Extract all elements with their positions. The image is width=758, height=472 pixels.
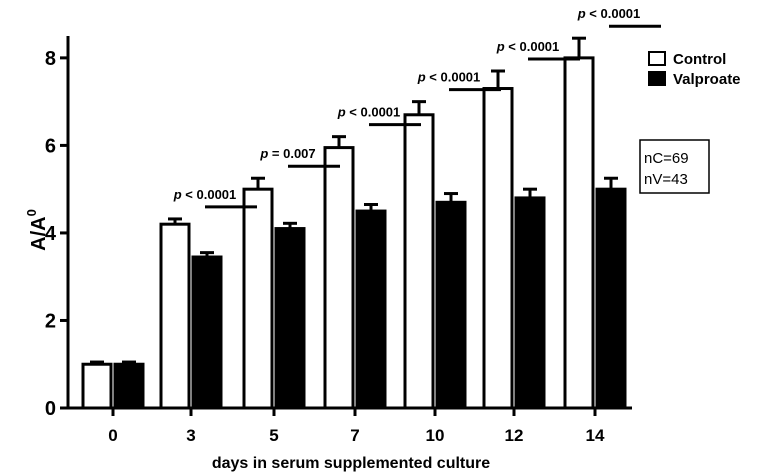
- x-tick-label: 12: [505, 426, 524, 445]
- p-value-symbol: p: [173, 187, 182, 202]
- y-tick-label: 0: [45, 398, 56, 420]
- x-tick-label: 7: [350, 426, 359, 445]
- x-tick-label: 10: [426, 426, 445, 445]
- bar-valproate-0: [113, 362, 145, 410]
- legend-label-control: Control: [673, 51, 726, 68]
- bar-control-7: [323, 146, 355, 410]
- p-value-symbol: p: [337, 105, 346, 120]
- sample-size-box: nC=69 nV=43: [639, 139, 710, 194]
- p-value-text: < 0.0001: [505, 39, 560, 54]
- p-value-symbol: p: [496, 39, 505, 54]
- x-tick-label: 0: [108, 426, 117, 445]
- p-value-label: p < 0.0001: [496, 39, 560, 54]
- p-value-label: p < 0.0001: [173, 187, 237, 202]
- bar-control-3: [159, 222, 191, 410]
- p-value-text: = 0.007: [268, 146, 315, 161]
- bar-control-12: [482, 87, 514, 410]
- x-tick-label: 5: [269, 426, 278, 445]
- y-axis-title-main: A/A: [28, 216, 50, 250]
- bar-control-14: [563, 56, 595, 410]
- x-ticks: 0 3 5 7 10 12 14: [108, 408, 605, 445]
- p-value-symbol: p: [577, 6, 586, 21]
- p-value-text: < 0.0001: [346, 105, 401, 120]
- p-value-symbol: p: [417, 70, 426, 85]
- bar-valproate-7: [355, 209, 387, 410]
- bar-valproate-12: [514, 196, 546, 410]
- axes: [66, 36, 632, 410]
- y-ticks: 0 2 4 6 8: [45, 48, 68, 420]
- legend-swatch-control: [648, 51, 666, 66]
- y-tick-label: 2: [45, 310, 56, 332]
- bar-valproate-5: [274, 227, 306, 410]
- x-axis-title: days in serum supplemented culture: [212, 455, 490, 472]
- legend-swatch-valproate: [648, 71, 666, 86]
- y-tick-label: 8: [45, 48, 56, 70]
- legend-label-valproate: Valproate: [673, 71, 741, 88]
- bar-valproate-3: [191, 255, 223, 410]
- p-value-symbol: p: [259, 146, 268, 161]
- y-tick-label: 6: [45, 135, 56, 157]
- error-bars: [90, 36, 618, 365]
- p-value-text: < 0.0001: [426, 70, 481, 85]
- bar-control-0: [81, 362, 113, 410]
- y-axis-title-superscript: 0: [24, 209, 39, 216]
- sample-size-control: nC=69: [644, 150, 689, 167]
- p-value-label: p < 0.0001: [337, 105, 401, 120]
- bar-control-5: [242, 187, 274, 410]
- y-axis-title: A/A0: [24, 209, 50, 251]
- sample-size-frame: [639, 139, 710, 194]
- y-tick-label: 4: [45, 223, 57, 245]
- p-value-label: p < 0.0001: [417, 70, 481, 85]
- p-value-text: < 0.0001: [182, 187, 237, 202]
- x-tick-label: 14: [586, 426, 605, 445]
- p-value-label: p < 0.0001: [577, 6, 641, 21]
- x-tick-label: 3: [186, 426, 195, 445]
- p-value-text: < 0.0001: [586, 6, 641, 21]
- sample-size-valproate: nV=43: [644, 171, 688, 188]
- legend: Control Valproate: [648, 51, 741, 88]
- bar-control-10: [403, 113, 435, 410]
- p-value-label: p = 0.007: [259, 146, 315, 161]
- bar-valproate-14: [595, 187, 627, 410]
- bar-valproate-10: [435, 200, 467, 410]
